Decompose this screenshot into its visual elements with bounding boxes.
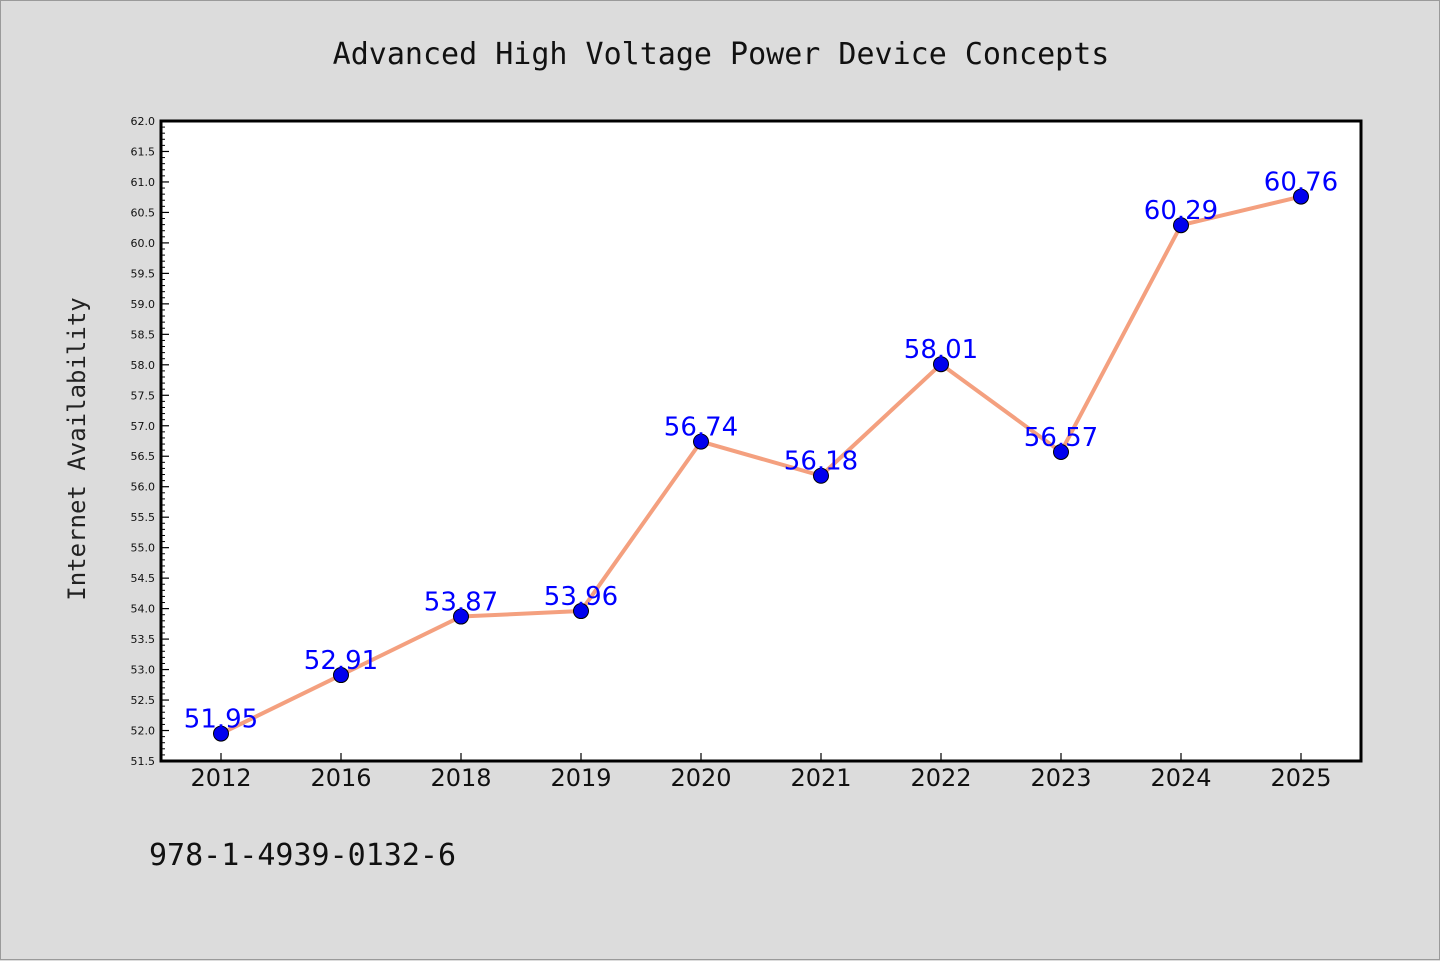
data-label: 52.91: [304, 646, 378, 676]
data-label: 51.95: [184, 705, 258, 735]
data-labels: 51.95 52.91 53.87 53.96 56.74 56.18 58.01 56.57…: [184, 168, 1338, 735]
x-tick-label: 2022: [910, 764, 971, 792]
data-label: 53.87: [424, 588, 498, 618]
data-markers: [213, 188, 1309, 742]
x-tick-label: 2021: [790, 764, 851, 792]
isbn-footer: 978-1-4939-0132-6: [149, 838, 456, 873]
y-tick-label: 58.5: [131, 328, 156, 341]
data-label: 60.29: [1144, 196, 1218, 226]
data-point: [1293, 188, 1309, 205]
x-tick-label: 2018: [430, 764, 491, 792]
y-tick-label: 59.0: [131, 298, 156, 311]
data-point: [213, 725, 229, 742]
y-tick-label: 58.0: [131, 359, 156, 372]
y-tick-label: 60.5: [131, 206, 156, 219]
y-tick-label: 59.5: [131, 267, 156, 280]
y-tick-label: 56.5: [131, 450, 156, 463]
y-tick-label: 57.0: [131, 420, 156, 433]
series-line: [220, 194, 1302, 736]
data-label: 56.18: [784, 447, 858, 477]
y-tick-label: 51.5: [131, 755, 156, 768]
y-axis-label: Internet Availability: [63, 297, 91, 600]
data-point: [333, 667, 349, 684]
x-tick-label: 2025: [1270, 764, 1331, 792]
y-tick-labels: 51.5 52.0 52.5 53.0 53.5 54.0 54.5 55.0 55.5 56.0…: [131, 115, 156, 768]
plot-frame: [159, 119, 1363, 763]
data-point: [1053, 443, 1069, 460]
y-tick-label: 52.0: [131, 725, 156, 738]
y-tick-label: 62.0: [131, 115, 156, 128]
y-tick-label: 55.0: [131, 542, 156, 555]
data-point: [693, 433, 709, 450]
data-label: 58.01: [904, 335, 978, 365]
data-point: [1173, 217, 1189, 234]
y-tick-label: 54.5: [131, 572, 156, 585]
x-tick-labels: 2012 2016 2018 2019 2020 2021 2022 2023 2024 2025: [190, 764, 1331, 792]
chart-title: Advanced High Voltage Power Device Conce…: [333, 37, 1110, 72]
x-tick-label: 2020: [670, 764, 731, 792]
data-point: [933, 356, 949, 373]
y-tick-label: 56.0: [131, 481, 156, 494]
y-tick-label: 55.5: [131, 511, 156, 524]
y-tick-label: 53.5: [131, 633, 156, 646]
data-label: 60.76: [1264, 168, 1338, 198]
y-tick-label: 52.5: [131, 694, 156, 707]
data-point: [813, 467, 829, 484]
data-label: 53.96: [544, 582, 618, 612]
plot-area: [161, 121, 1361, 761]
x-tick-label: 2016: [310, 764, 371, 792]
y-tick-label: 60.0: [131, 237, 156, 250]
y-tick-label: 53.0: [131, 664, 156, 677]
y-tick-label: 61.5: [131, 145, 156, 158]
y-tick-label: 61.0: [131, 176, 156, 189]
data-point: [453, 608, 469, 625]
data-label: 56.57: [1024, 423, 1098, 453]
y-tick-label: 57.5: [131, 389, 156, 402]
y-tick-label: 54.0: [131, 603, 156, 616]
x-tick-label: 2024: [1150, 764, 1211, 792]
x-tick-label: 2023: [1030, 764, 1091, 792]
x-tick-label: 2012: [190, 764, 251, 792]
x-tick-label: 2019: [550, 764, 611, 792]
data-label: 56.74: [664, 413, 738, 443]
data-point: [573, 603, 589, 620]
